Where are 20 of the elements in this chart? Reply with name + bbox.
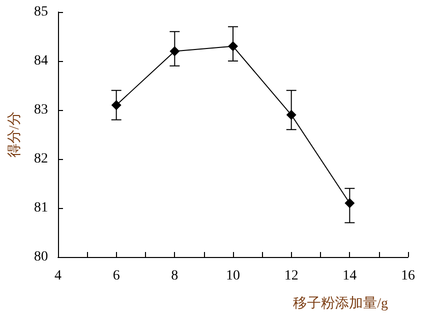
- point: [111, 100, 122, 110]
- point: [170, 46, 180, 56]
- y-tick-label: 85: [34, 4, 48, 20]
- x-tick-label: 8: [171, 268, 178, 284]
- x-tick-label: 10: [226, 268, 240, 284]
- point: [286, 110, 296, 120]
- y-tick-label: 83: [34, 102, 48, 118]
- y-tick-label: 82: [34, 152, 48, 166]
- y-axis-title: 得分/分: [6, 112, 22, 158]
- x-tick-label: 6: [112, 268, 120, 284]
- x-axis-title: 移子粉添加量/g: [293, 296, 388, 312]
- x-tick-label: 12: [284, 268, 298, 284]
- y-tick-label: 84: [34, 54, 48, 68]
- point: [344, 198, 355, 208]
- point: [228, 41, 238, 52]
- y-tick-label: 81: [34, 200, 48, 216]
- y-tick-label: 80: [34, 250, 48, 264]
- x-tick-label: 4: [54, 268, 62, 284]
- x-tick-label: 16: [401, 268, 415, 284]
- x-tick-label: 14: [342, 268, 357, 284]
